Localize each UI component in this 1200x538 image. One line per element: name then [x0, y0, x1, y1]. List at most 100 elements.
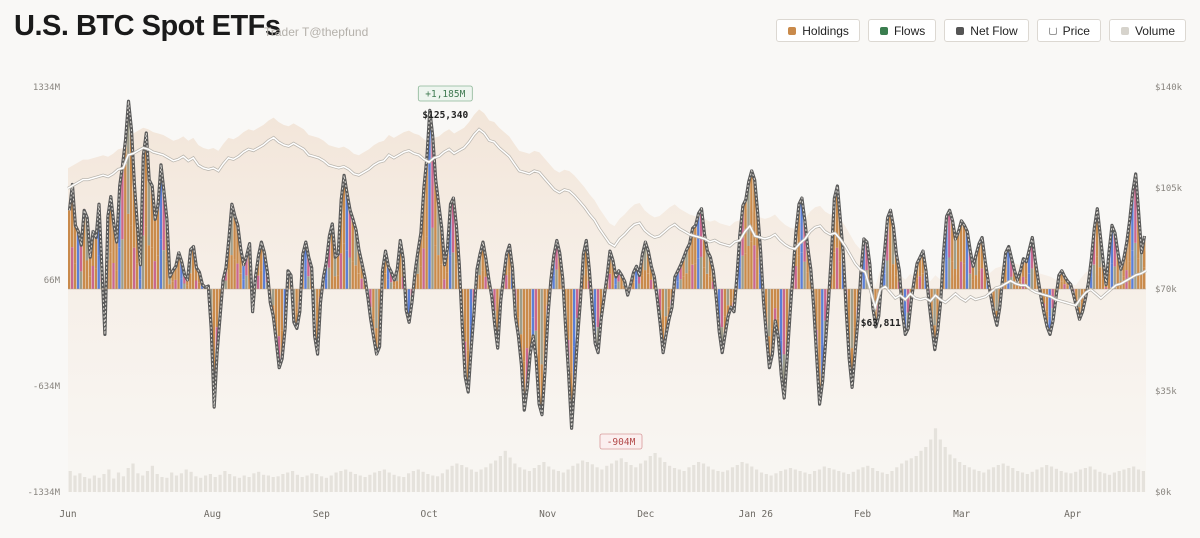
volume-bar — [97, 477, 101, 493]
flow-bar-segment — [505, 275, 508, 289]
flow-bar-segment — [747, 246, 750, 289]
flow-bar-segment — [262, 274, 266, 289]
x-tick: Mar — [953, 509, 970, 520]
flow-bar — [954, 239, 957, 269]
flow-bar — [596, 289, 600, 328]
flow-bar — [496, 289, 499, 325]
flow-bar-segment — [664, 316, 667, 335]
volume-bar — [407, 473, 411, 493]
volume-layer — [68, 428, 1145, 493]
volume-bar — [247, 477, 251, 492]
flow-bar-segment — [959, 261, 963, 289]
flow-bar — [756, 211, 759, 259]
volume-bar — [798, 471, 802, 492]
flow-bar — [1119, 269, 1122, 282]
flow-bar — [1022, 258, 1025, 277]
flow-bar-segment — [233, 259, 236, 289]
flow-bar-segment — [425, 236, 428, 289]
flow-bar — [638, 275, 641, 284]
flow-bar — [372, 289, 375, 319]
legend-volume-button[interactable]: Volume — [1108, 19, 1186, 42]
flow-bar — [425, 158, 428, 237]
flow-bar-segment — [1095, 256, 1099, 289]
flow-bar-segment — [759, 273, 762, 289]
legend-netflow-button[interactable]: Net Flow — [944, 19, 1029, 42]
flow-bar-segment — [449, 255, 452, 289]
flow-bar — [124, 139, 127, 229]
flow-bar — [992, 289, 995, 304]
price-line — [67, 128, 1147, 311]
flow-bar — [664, 289, 667, 317]
flow-bar-segment — [638, 283, 641, 289]
volume-bar — [363, 477, 367, 492]
flow-bar-segment — [611, 277, 614, 289]
volume-bar — [532, 468, 536, 492]
volume-bar — [102, 474, 106, 492]
volume-bar — [73, 475, 77, 492]
legend-flows-button[interactable]: Flows — [867, 19, 937, 42]
flow-bar-segment — [333, 276, 337, 289]
legend-bar: Holdings Flows Net Flow Price Volume — [776, 19, 1186, 42]
volume-bar — [880, 472, 884, 492]
volume-bar — [895, 467, 899, 493]
volume-bar — [1020, 472, 1025, 492]
flow-bar — [1125, 242, 1128, 271]
volume-bar — [639, 463, 643, 492]
volume-bar — [837, 471, 841, 492]
flow-bar — [440, 226, 443, 265]
flow-bar-segment — [68, 257, 71, 289]
flow-bar — [824, 289, 827, 321]
flow-bar-segment — [183, 283, 186, 289]
flow-bar-segment — [924, 281, 927, 289]
flow-bar — [434, 180, 437, 246]
flow-bar-segment — [1013, 281, 1016, 289]
volume-bar — [78, 473, 82, 493]
flow-bar-segment — [227, 268, 230, 289]
volume-bar — [1083, 468, 1087, 492]
flow-bar-segment — [1030, 268, 1034, 289]
flow-bar — [73, 225, 77, 264]
volume-bar — [653, 453, 657, 492]
volume-bar — [252, 473, 256, 493]
legend-holdings-button[interactable]: Holdings — [776, 19, 860, 42]
y-left-tick: 66M — [44, 276, 61, 286]
flow-bar-segment — [708, 276, 712, 289]
volume-bar — [1054, 468, 1058, 493]
volume-bar — [121, 476, 125, 493]
netflow-swatch-icon — [956, 26, 965, 35]
flow-bar — [785, 289, 789, 330]
flow-bar-segment — [481, 270, 484, 289]
flow-bar — [962, 225, 966, 264]
flow-bar-segment — [697, 258, 700, 289]
volume-bar — [924, 447, 928, 492]
flow-bar-segment — [239, 273, 242, 289]
flow-bar-segment — [705, 273, 709, 289]
flow-bar — [218, 289, 221, 306]
volume-bar — [208, 474, 212, 492]
volume-bar — [373, 472, 377, 492]
volume-bar — [329, 475, 333, 492]
flow-bar-segment — [91, 266, 94, 289]
flow-bar — [945, 216, 948, 260]
flow-bar — [463, 289, 467, 342]
legend-price-button[interactable]: Price — [1036, 19, 1101, 42]
volume-bar — [527, 471, 531, 492]
flow-bar-segment — [260, 270, 263, 289]
flow-bar — [516, 289, 520, 318]
volume-bar — [1045, 465, 1049, 492]
volume-bar — [508, 457, 512, 492]
x-tick: Apr — [1064, 509, 1081, 520]
flow-bar-segment — [895, 275, 898, 289]
flow-bar — [451, 198, 455, 253]
flow-bar — [974, 254, 978, 276]
flow-bar-segment — [97, 255, 100, 289]
volume-bar — [426, 474, 430, 492]
volume-bar — [1132, 466, 1136, 492]
flow-bar-segment — [555, 269, 558, 289]
flow-bar — [156, 204, 159, 256]
volume-bar — [561, 472, 565, 492]
flow-bar — [667, 289, 670, 308]
flow-bar-segment — [174, 279, 177, 289]
volume-bar — [1069, 473, 1073, 493]
annotation-layer: +1,185M $125,340 -904M $63,811 — [417, 85, 901, 450]
